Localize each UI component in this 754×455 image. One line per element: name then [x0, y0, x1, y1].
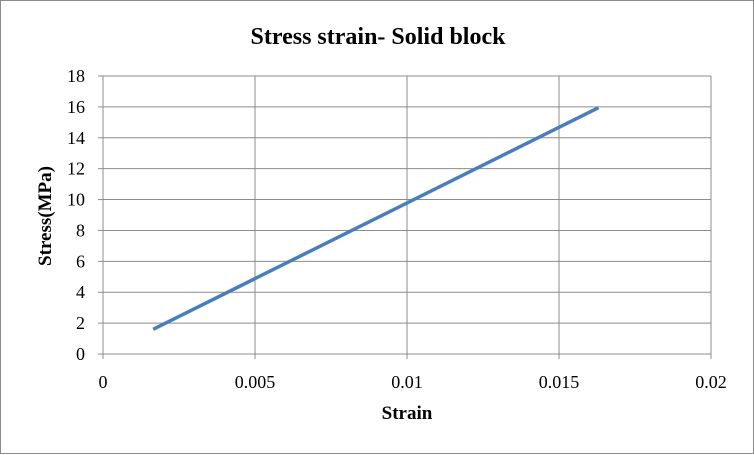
series-layer	[152, 106, 600, 331]
y-tick-label: 0	[76, 344, 85, 364]
y-tick-label: 2	[76, 313, 85, 333]
y-tick-label: 14	[67, 128, 85, 148]
y-tick-label: 16	[67, 97, 85, 117]
x-axis-label: Strain	[382, 403, 433, 424]
gridlines	[103, 75, 712, 354]
y-tick-label: 8	[76, 220, 85, 240]
series-line-0	[152, 106, 600, 331]
axes	[98, 75, 712, 359]
y-tick-label: 12	[67, 159, 85, 179]
x-tick-label: 0.005	[235, 372, 276, 392]
x-tick-label: 0.01	[391, 372, 423, 392]
y-tick-label: 18	[67, 66, 85, 86]
y-tick-label: 10	[67, 190, 85, 210]
tick-labels: 0 2 4 6 8 10 12 14 16 18 0 0.005 0.01 0.015 0.02	[67, 66, 727, 392]
x-tick-label: 0.015	[539, 372, 580, 392]
x-tick-label: 0	[99, 372, 108, 392]
x-tick-label: 0.02	[695, 372, 727, 392]
y-tick-label: 6	[76, 251, 85, 271]
y-axis-label: Stress(MPa)	[35, 166, 56, 266]
chart-title: Stress strain- Solid block	[251, 24, 507, 50]
y-tick-label: 4	[76, 282, 85, 302]
